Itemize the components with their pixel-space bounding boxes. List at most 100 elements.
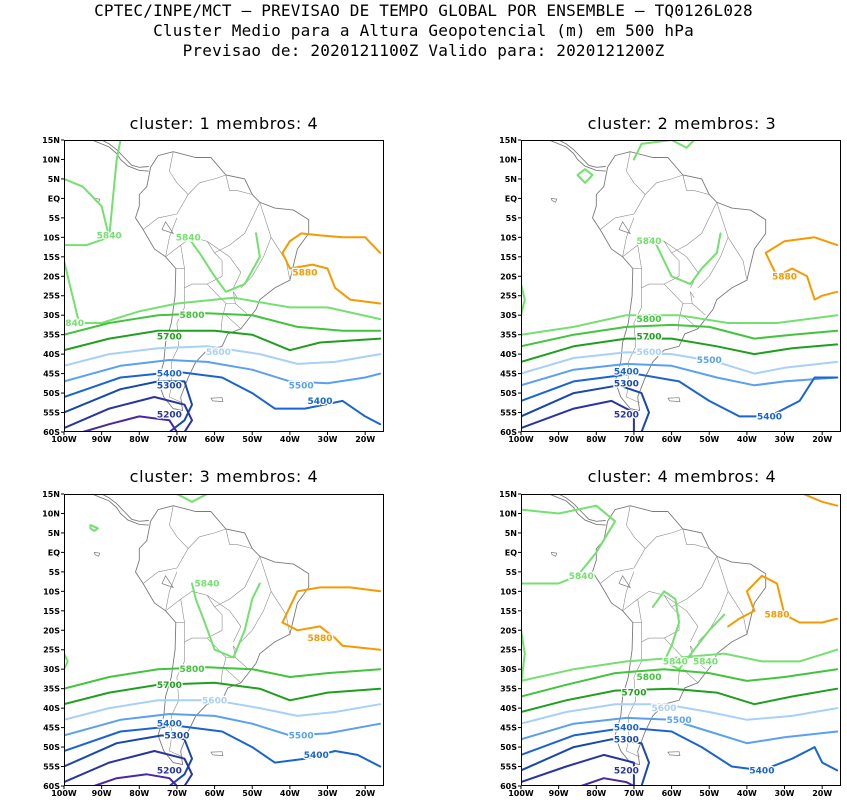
lat-tick-label: 25S <box>500 646 517 655</box>
contour-5880 <box>764 236 839 270</box>
lat-tick-label: 55S <box>43 763 60 772</box>
lon-tick-label: 60W <box>662 789 682 798</box>
contour-5880 <box>288 232 382 254</box>
contour-label-5840: 5840 <box>97 231 122 241</box>
contour-5400 <box>521 372 839 418</box>
lon-tick-label: 60W <box>662 435 682 444</box>
lon-tick-label: 30W <box>775 435 795 444</box>
contour-5840 <box>187 232 261 293</box>
lon-tick-label: 40W <box>737 789 757 798</box>
lon-tick-label: 50W <box>699 435 719 444</box>
contour-5300 <box>64 734 193 786</box>
lon-tick-label: 20W <box>812 435 832 444</box>
contour-label-5840: 5840 <box>636 237 661 247</box>
lon-tick-label: 20W <box>355 435 375 444</box>
country-border <box>637 599 680 643</box>
header-line-2: Cluster Medio para a Altura Geopotencial… <box>153 21 694 40</box>
contour-5800 <box>64 312 382 336</box>
lon-tick-label: 60W <box>205 789 225 798</box>
coastline <box>89 140 149 172</box>
panel-title-cluster-3: cluster: 3 membros: 4 <box>129 467 319 486</box>
lat-tick-label: 15N <box>499 136 517 145</box>
contour-label-5400: 5400 <box>157 370 182 380</box>
lat-tick-label: 40S <box>500 704 517 713</box>
island <box>667 397 681 402</box>
header-line-1: CPTEC/INPE/MCT – PREVISAO DE TEMPO GLOBA… <box>94 1 753 20</box>
contour-label-5700: 5700 <box>157 333 182 343</box>
contour-5700 <box>64 681 382 706</box>
country-border <box>644 174 683 195</box>
contour-5700 <box>521 687 839 713</box>
contour-label-5400: 5400 <box>749 766 774 776</box>
contour-5840 <box>191 582 261 659</box>
lat-tick-label: 5N <box>505 529 517 538</box>
contour-5840 <box>64 177 111 247</box>
lon-tick-label: 30W <box>318 435 338 444</box>
contour-5500 <box>521 362 839 387</box>
contour-5200 <box>64 396 193 432</box>
contour-5100 <box>580 777 635 786</box>
lon-tick-label: 80W <box>129 435 149 444</box>
lon-tick-label: 50W <box>699 789 719 798</box>
lon-tick-label: 30W <box>318 789 338 798</box>
country-border <box>220 303 227 331</box>
lat-tick-label: EQ <box>48 194 60 203</box>
coastline <box>546 494 606 526</box>
lat-tick-label: 10N <box>499 509 517 518</box>
lat-tick-label: 10S <box>43 233 60 242</box>
country-border <box>225 314 242 330</box>
lon-tick-label: 70W <box>167 435 187 444</box>
contour-5600 <box>64 345 382 367</box>
contour-5200 <box>521 399 635 432</box>
contour-5800 <box>521 323 839 348</box>
contour-label-5200: 5200 <box>157 766 182 776</box>
lat-tick-label: 5S <box>506 214 518 223</box>
contour-5200 <box>521 753 635 786</box>
lat-tick-label: 35S <box>43 331 60 340</box>
contour-5500 <box>64 359 382 385</box>
island <box>667 751 681 756</box>
lat-tick-label: 55S <box>43 409 60 418</box>
island <box>161 221 175 235</box>
lon-tick-label: 50W <box>242 435 262 444</box>
lon-tick-label: 100W <box>51 789 77 798</box>
contour-label-5840: 5840 <box>195 580 220 590</box>
lat-tick-label: 35S <box>500 331 517 340</box>
lon-tick-label: 80W <box>129 789 149 798</box>
contour-5840 <box>521 314 839 336</box>
contour-label-5800: 5800 <box>636 673 661 683</box>
coastline <box>100 494 149 522</box>
country-border <box>180 245 223 289</box>
lat-tick-label: 45S <box>500 370 517 379</box>
country-border <box>626 287 642 404</box>
lat-tick-label: 25S <box>500 292 517 301</box>
contour-label-5400: 5400 <box>304 751 329 761</box>
contour-5100 <box>81 415 178 432</box>
contour-5840 <box>521 648 839 682</box>
contour-label-5400: 5400 <box>307 397 332 407</box>
panel-title-cluster-4: cluster: 4 membros: 4 <box>587 467 777 486</box>
lat-tick-label: 5N <box>48 175 60 184</box>
lon-tick-label: 40W <box>280 789 300 798</box>
lat-tick-label: 60S <box>500 428 517 437</box>
lon-tick-label: 70W <box>624 435 644 444</box>
lon-tick-label: 90W <box>549 435 569 444</box>
contour-5400 <box>64 724 382 768</box>
lat-tick-label: 15S <box>43 253 60 262</box>
lat-tick-label: 20S <box>43 272 60 281</box>
lat-tick-label: 10N <box>499 155 517 164</box>
contour-5880 <box>802 494 839 507</box>
contour-5400 <box>64 370 382 426</box>
lat-tick-label: EQ <box>48 548 60 557</box>
contour-label-5800: 5800 <box>179 311 204 321</box>
contour-5840 <box>108 140 122 239</box>
lat-tick-label: 20S <box>500 272 517 281</box>
lat-tick-label: 30S <box>500 311 517 320</box>
contour-label-5200: 5200 <box>157 410 182 420</box>
lat-tick-label: 40S <box>43 350 60 359</box>
lon-tick-label: 80W <box>586 789 606 798</box>
contour-5700 <box>64 329 382 352</box>
contour-5800 <box>521 668 839 698</box>
map-frame <box>64 140 384 432</box>
lat-tick-label: 10N <box>42 155 60 164</box>
